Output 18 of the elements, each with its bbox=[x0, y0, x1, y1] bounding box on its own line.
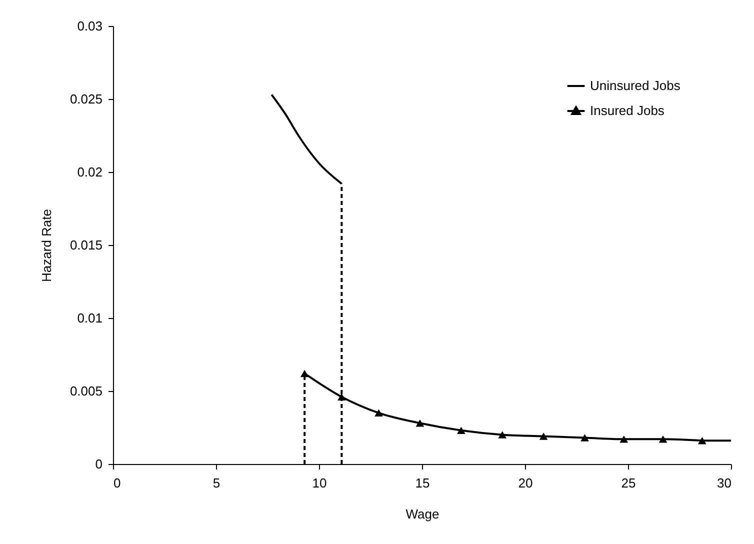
x-tick-label: 20 bbox=[518, 476, 533, 490]
legend-label: Uninsured Jobs bbox=[590, 78, 681, 93]
y-tick-label: 0.015 bbox=[70, 238, 102, 252]
x-tick-label: 25 bbox=[621, 476, 636, 490]
y-tick-label: 0.01 bbox=[77, 310, 102, 326]
x-tick-label: 30 bbox=[717, 476, 732, 490]
x-tick-label: 5 bbox=[212, 476, 220, 490]
y-tick-label: 0.025 bbox=[70, 92, 102, 106]
x-tick-label: 15 bbox=[415, 476, 430, 490]
x-tick-label: 10 bbox=[312, 476, 327, 490]
y-axis-title: Hazard Rate bbox=[38, 209, 54, 282]
y-tick-label: 0.005 bbox=[70, 384, 102, 398]
legend-label: Insured Jobs bbox=[590, 103, 665, 118]
x-tick-label: 0 bbox=[114, 476, 121, 490]
y-tick-label: 0.02 bbox=[77, 164, 102, 180]
y-tick-label: 0.03 bbox=[77, 18, 102, 34]
x-axis-title: Wage bbox=[406, 506, 440, 522]
y-tick-label: 0 bbox=[95, 456, 102, 472]
